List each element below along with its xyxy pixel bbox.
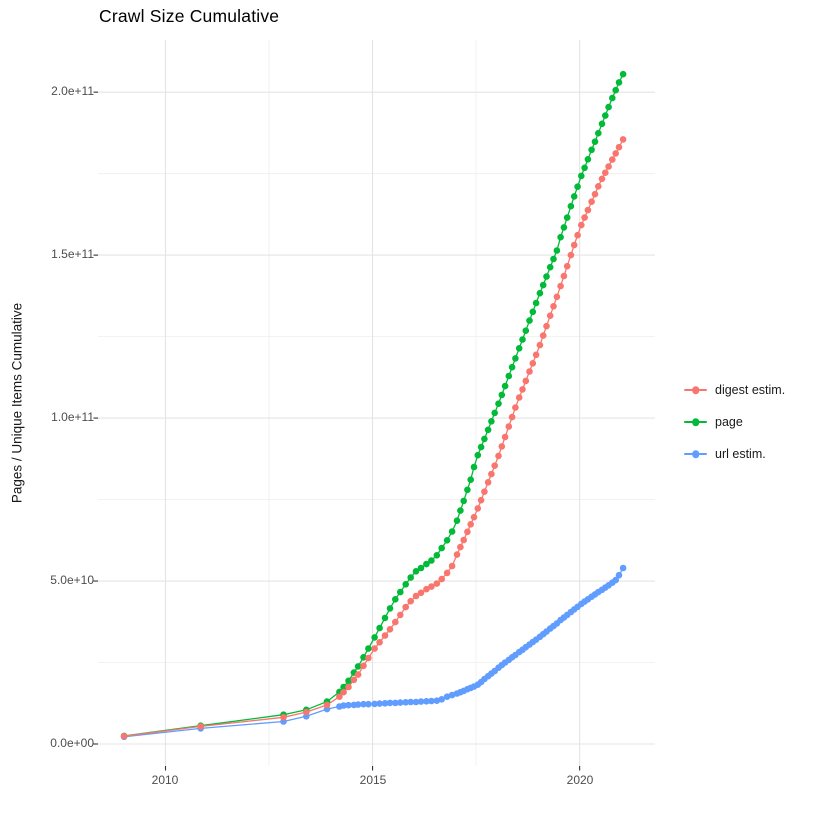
y-tick-label-0: 0.0e+00 [50,736,94,750]
legend-item-url-estim: url estim. [684,438,785,470]
y-tick-label-4: 2.0e+11 [51,84,94,98]
legend-item-page: page [684,406,785,438]
chart-legend: digest estim. page url estim. [684,374,785,470]
y-tick-label-3: 1.5e+11 [51,247,94,261]
legend-label-page: page [715,415,743,429]
x-tick-label-2015: 2015 [359,773,387,787]
y-tick-label-1: 5.0e+10 [50,573,94,587]
legend-key-url-estim-icon [684,449,707,459]
legend-key-page-icon [684,417,707,427]
legend-label-digest-estim: digest estim. [715,383,786,397]
chart-title: Crawl Size Cumulative [99,6,280,26]
legend-item-digest-estim: digest estim. [684,374,785,406]
x-tick-label-2020: 2020 [566,773,594,787]
y-axis-title: Pages / Unique Items Cumulative [9,302,25,504]
x-tick-label-2010: 2010 [151,773,179,787]
y-tick-label-2: 1.0e+11 [51,410,94,424]
legend-key-digest-estim-icon [684,385,707,395]
legend-label-url-estim: url estim. [715,447,766,461]
